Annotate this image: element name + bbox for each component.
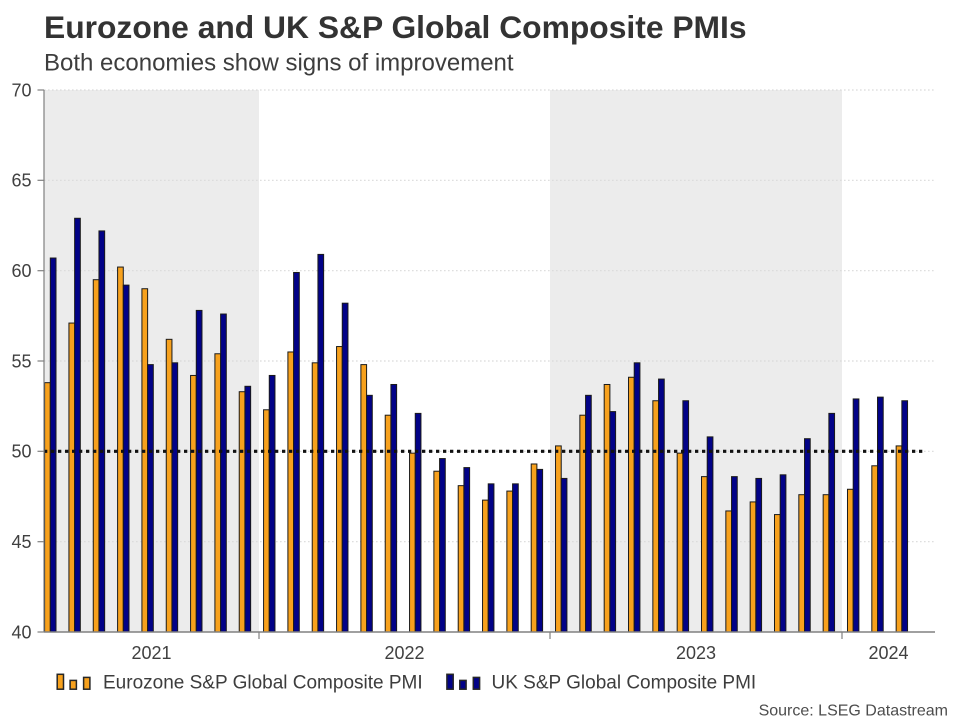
svg-text:Eurozone and UK S&P Global Com: Eurozone and UK S&P Global Composite PMI… — [44, 9, 747, 45]
svg-text:60: 60 — [11, 261, 31, 281]
svg-text:2023: 2023 — [676, 643, 716, 663]
svg-text:65: 65 — [11, 171, 31, 191]
svg-text:2022: 2022 — [384, 643, 424, 663]
svg-text:Both economies show signs of i: Both economies show signs of improvement — [44, 50, 514, 77]
svg-text:2024: 2024 — [868, 643, 908, 663]
svg-text:40: 40 — [11, 622, 31, 642]
svg-text:50: 50 — [11, 442, 31, 462]
svg-text:Eurozone S&P Global Composite: Eurozone S&P Global Composite PMI — [103, 673, 423, 694]
svg-text:70: 70 — [11, 80, 31, 100]
svg-text:55: 55 — [11, 351, 31, 371]
svg-text:Source: LSEG Datastream: Source: LSEG Datastream — [759, 703, 948, 720]
svg-text:2021: 2021 — [131, 643, 171, 663]
svg-text:45: 45 — [11, 532, 31, 552]
svg-text:UK S&P Global Composite PMI: UK S&P Global Composite PMI — [492, 673, 757, 694]
